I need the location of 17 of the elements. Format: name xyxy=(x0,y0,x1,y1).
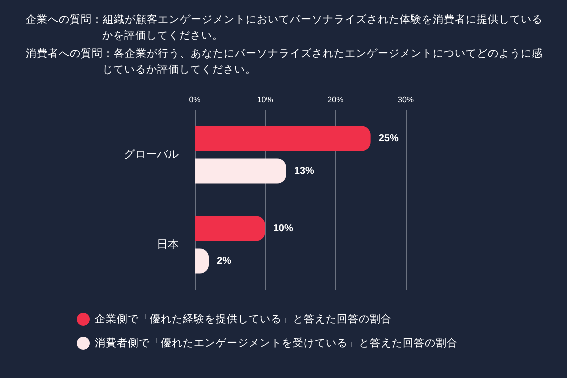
bar xyxy=(195,158,286,184)
y-tick-label: グローバル xyxy=(124,149,179,161)
data-label: 10% xyxy=(273,223,294,234)
legend-label: 消費者側で「優れたエンゲージメントを受けている」と答えた回答の割合 xyxy=(95,336,458,350)
legend-label: 企業側で「優れた経験を提供している」と答えた回答の割合 xyxy=(95,312,392,326)
x-tick-label: 10% xyxy=(257,96,274,104)
y-tick-label: 日本 xyxy=(157,238,179,251)
x-tick-label: 30% xyxy=(398,96,414,104)
x-tick-label: 0% xyxy=(189,96,201,104)
data-label: 13% xyxy=(294,166,315,177)
chart-title: 企業への質問：組織が顧客エンゲージメントにおいてパーソナライズされた体験を消費者に提供しているかを評価してください。 xyxy=(26,13,544,44)
data-label: 2% xyxy=(217,256,232,267)
bar xyxy=(195,126,371,152)
x-tick-label: 20% xyxy=(328,96,344,104)
chart-subtitle: 消費者への質問：各企業が行う、あなたにパーソナライズされたエンゲージメントについてどのように感じているか評価してください。 xyxy=(26,47,544,78)
data-label: 25% xyxy=(378,133,399,144)
bar xyxy=(195,216,266,242)
